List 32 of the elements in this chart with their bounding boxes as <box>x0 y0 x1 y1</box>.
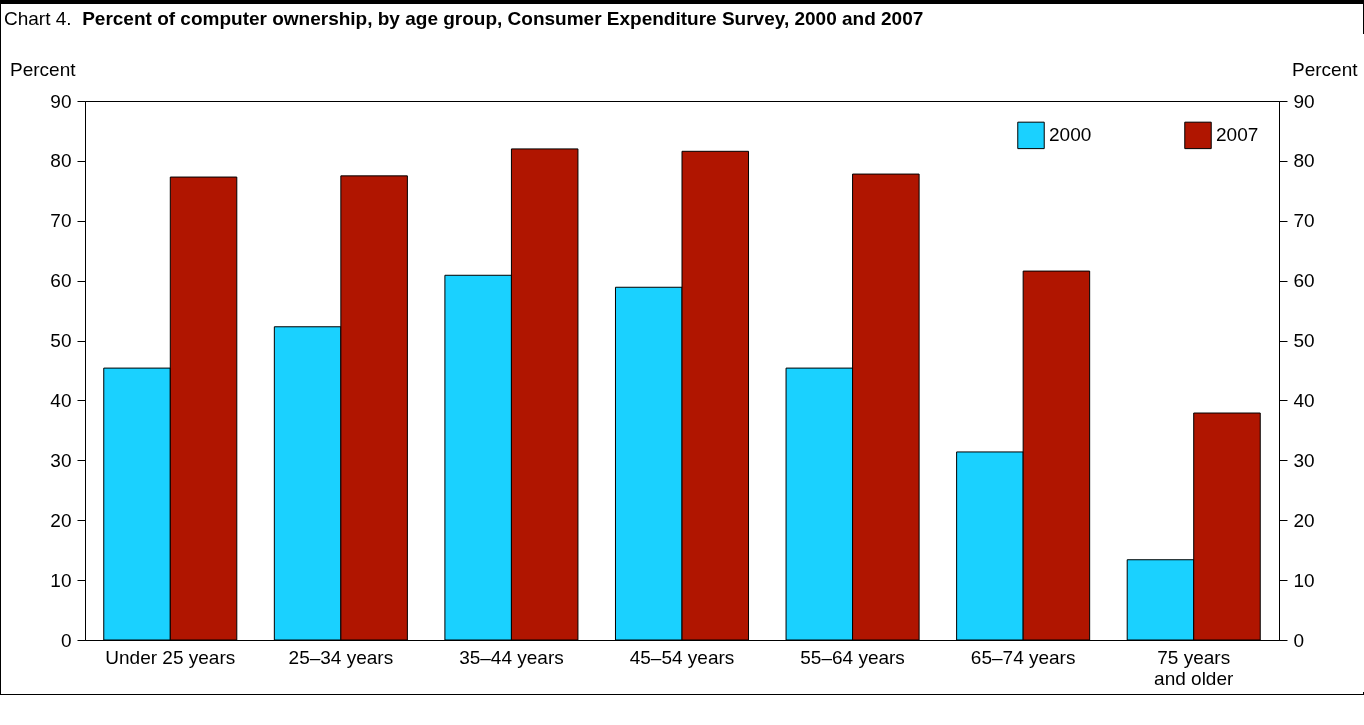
x-tick-label: 25–34 years <box>288 646 394 668</box>
legend-label: 2007 <box>1216 124 1259 146</box>
y2-tick-label: 30 <box>1293 449 1315 471</box>
y-tick-label: 80 <box>50 150 72 172</box>
x-tick-label: 55–64 years <box>800 646 905 668</box>
y2-tick-label: 70 <box>1293 210 1315 232</box>
y-tick-label: 10 <box>50 569 72 591</box>
y2-tick-label: 90 <box>1293 90 1315 112</box>
y-tick-label: 20 <box>50 509 72 531</box>
legend-label: 2000 <box>1049 124 1092 146</box>
y-tick-label: 70 <box>50 210 72 232</box>
y2-tick-label: 40 <box>1293 389 1315 411</box>
x-tick-label: Under 25 years <box>105 646 236 668</box>
y2-tick-label: 50 <box>1293 330 1315 352</box>
y-tick-label: 0 <box>60 629 72 651</box>
y-axis-title: Percent <box>10 58 77 80</box>
x-tick-label: 65–74 years <box>970 646 1076 668</box>
y-tick-label: 30 <box>50 449 72 471</box>
y2-axis-title: Percent <box>1292 58 1359 80</box>
x-tick-label: 45–54 years <box>629 646 735 668</box>
y-tick-label: 50 <box>50 330 72 352</box>
y2-tick-label: 20 <box>1293 509 1315 531</box>
chart-title: Chart 4. Percent of computer ownership, by age group, Consumer Expenditure Survey, 2000 and 2007 <box>4 8 924 29</box>
y-tick-label: 40 <box>50 389 72 411</box>
y-tick-label: 90 <box>50 90 72 112</box>
x-tick-label: 75 years and older <box>1154 646 1234 689</box>
y-tick-label: 60 <box>50 270 72 292</box>
y2-tick-label: 10 <box>1293 569 1315 591</box>
x-tick-label: 35–44 years <box>459 646 564 668</box>
y2-tick-label: 80 <box>1293 150 1315 172</box>
y2-tick-label: 60 <box>1293 270 1315 292</box>
y2-tick-label: 0 <box>1293 629 1305 651</box>
